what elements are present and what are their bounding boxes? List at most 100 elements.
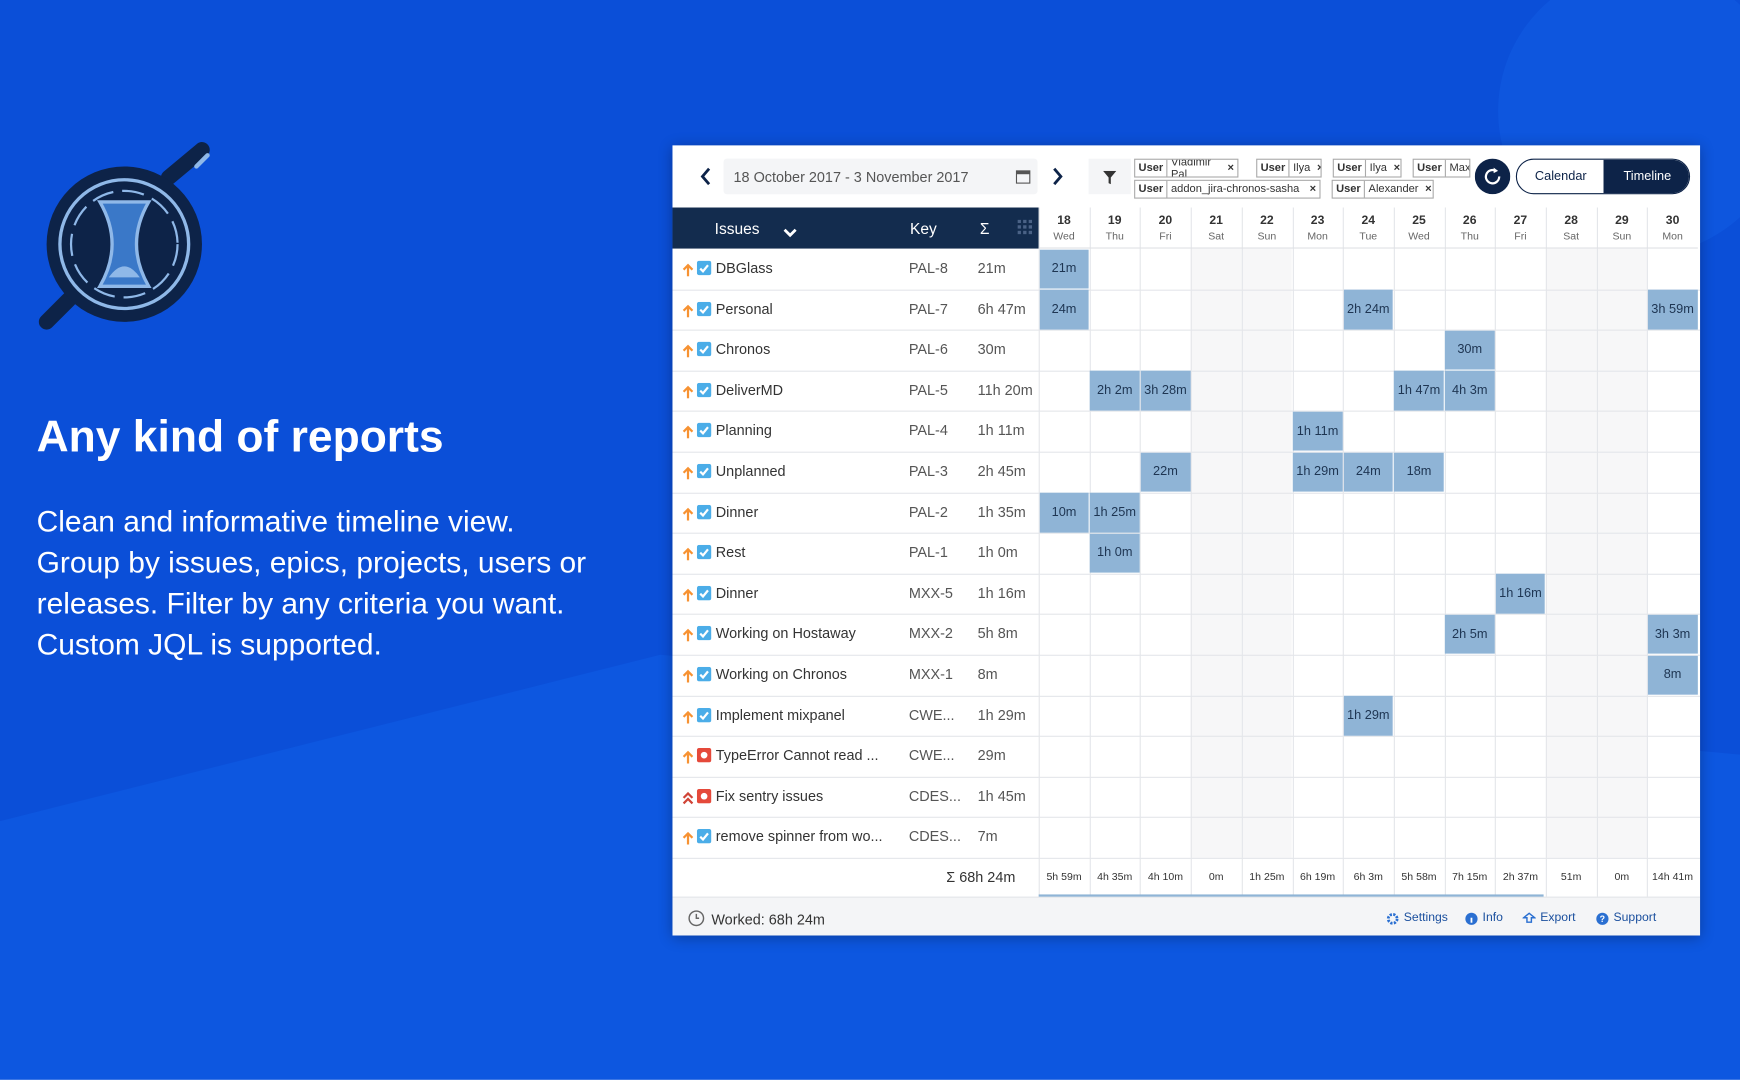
time-entry[interactable]: 3h 3m <box>1647 614 1698 655</box>
link-icon: ? <box>1596 911 1609 931</box>
view-toggle[interactable]: Calendar Timeline <box>1515 158 1691 195</box>
issue-name[interactable]: DeliverMD <box>715 381 784 399</box>
time-entry[interactable]: 4h 3m <box>1444 370 1495 411</box>
time-entry[interactable]: 24m <box>1039 289 1089 330</box>
total-divider <box>1038 857 1040 897</box>
footer-link[interactable]: Settings <box>1403 911 1448 925</box>
issue-name[interactable]: TypeError Cannot read ... <box>715 747 879 764</box>
issue-type-icon <box>696 545 712 565</box>
issue-name[interactable]: Personal <box>715 300 773 317</box>
time-entry[interactable]: 1h 25m <box>1089 492 1140 533</box>
day-divider <box>1545 207 1547 858</box>
filter-tag[interactable]: User Max <box>1412 158 1471 178</box>
issue-key: CWE... <box>908 706 955 724</box>
day-number: 23 <box>1310 214 1325 228</box>
time-entry[interactable]: 1h 29m <box>1292 452 1343 492</box>
issue-key: PAL-2 <box>908 503 948 520</box>
calendar-icon <box>1015 169 1031 190</box>
issues-header[interactable]: Issues <box>714 219 760 238</box>
issue-name[interactable]: Implement mixpanel <box>715 706 845 724</box>
issue-key: CDES... <box>908 787 961 805</box>
time-entry[interactable]: 22m <box>1140 452 1191 492</box>
issue-type-icon <box>696 504 712 524</box>
issue-key: PAL-7 <box>908 300 948 317</box>
issue-name[interactable]: Working on Chronos <box>715 665 847 683</box>
issue-name[interactable]: DBGlass <box>715 259 773 277</box>
view-button[interactable]: Timeline <box>1603 159 1689 194</box>
time-entry[interactable]: 18m <box>1394 452 1444 492</box>
day-weekday: Thu <box>1460 230 1479 244</box>
filter-tag[interactable]: User Alexander × <box>1331 179 1434 199</box>
issue-type-icon <box>696 707 712 728</box>
time-entry[interactable]: 30m <box>1444 330 1495 370</box>
remove-icon[interactable]: × <box>1314 162 1321 174</box>
remove-icon[interactable]: × <box>1393 162 1401 175</box>
row-divider <box>672 573 1701 575</box>
refresh-button[interactable] <box>1474 158 1511 200</box>
issue-total: 2h 45m <box>977 462 1026 480</box>
time-entry[interactable]: 2h 5m <box>1444 614 1495 655</box>
issue-key: PAL-4 <box>908 422 948 439</box>
day-total: 14h 41m <box>1652 871 1694 884</box>
footer-link[interactable]: Export <box>1540 911 1576 925</box>
time-entry[interactable]: 24m <box>1343 452 1394 492</box>
time-entry[interactable]: 2h 2m <box>1089 370 1140 411</box>
issue-total: 29m <box>977 747 1006 764</box>
day-total: 6h 19m <box>1300 871 1336 884</box>
issue-name[interactable]: Dinner <box>715 503 759 520</box>
time-entry[interactable]: 1h 0m <box>1089 533 1140 573</box>
view-button[interactable]: Calendar <box>1534 169 1587 184</box>
issue-name[interactable]: Planning <box>715 422 772 439</box>
time-entry[interactable]: 3h 28m <box>1140 370 1191 411</box>
issue-name[interactable]: Working on Hostaway <box>715 625 856 642</box>
day-divider <box>1444 207 1446 858</box>
footer-link[interactable]: Support <box>1613 911 1657 925</box>
time-entry[interactable]: 1h 29m <box>1343 695 1394 736</box>
time-entry[interactable]: 8m <box>1647 655 1698 695</box>
issue-total: 1h 0m <box>977 543 1018 561</box>
time-entry[interactable]: 1h 11m <box>1292 411 1343 452</box>
row-divider <box>672 289 1701 291</box>
day-total: 1h 25m <box>1249 871 1285 884</box>
row-divider <box>672 857 1701 859</box>
time-entry[interactable]: 3h 59m <box>1647 289 1698 330</box>
prev-button[interactable] <box>699 166 712 192</box>
row-divider <box>672 411 1701 413</box>
issue-name[interactable]: Fix sentry issues <box>715 787 824 805</box>
time-entry[interactable]: 1h 47m <box>1394 370 1444 411</box>
row-divider <box>672 735 1701 738</box>
footer-link[interactable]: Info <box>1482 911 1503 925</box>
day-divider <box>1393 207 1395 858</box>
remove-icon[interactable]: × <box>1227 162 1234 175</box>
filter-tag[interactable]: User addon_jira-chronos-sasha × <box>1134 179 1321 199</box>
issue-name[interactable]: Unplanned <box>715 462 786 480</box>
issue-name[interactable]: remove spinner from wo... <box>715 828 883 845</box>
issue-key: PAL-1 <box>908 543 948 561</box>
filter-button[interactable] <box>1088 158 1131 195</box>
time-entry[interactable]: 2h 24m <box>1343 289 1394 330</box>
group-chevron[interactable] <box>782 224 798 244</box>
priority-icon <box>682 587 694 607</box>
filter-value: addon_jira-chronos-sasha <box>1171 183 1300 196</box>
issue-name[interactable]: Chronos <box>715 340 771 358</box>
priority-icon <box>682 465 694 485</box>
filter-value: Ilya <box>1293 162 1311 175</box>
issue-name[interactable]: Rest <box>715 543 746 561</box>
day-number: 28 <box>1564 214 1578 228</box>
total-divider <box>1241 857 1243 897</box>
priority-icon <box>682 506 694 526</box>
issue-name[interactable]: Dinner <box>715 584 759 602</box>
time-entry[interactable]: 1h 16m <box>1495 574 1546 614</box>
remove-icon[interactable]: × <box>1309 183 1317 196</box>
weekend-column <box>1545 248 1597 858</box>
date-range[interactable]: 18 October 2017 - 3 November 2017 <box>723 158 1038 195</box>
issue-key: MXX-5 <box>908 584 953 602</box>
remove-icon[interactable]: × <box>1425 183 1432 196</box>
time-entry[interactable]: 10m <box>1039 492 1089 533</box>
filter-tag[interactable]: User Vladimir Pal × <box>1134 158 1239 178</box>
next-button[interactable] <box>1051 166 1064 192</box>
time-entry[interactable]: 21m <box>1039 249 1089 289</box>
